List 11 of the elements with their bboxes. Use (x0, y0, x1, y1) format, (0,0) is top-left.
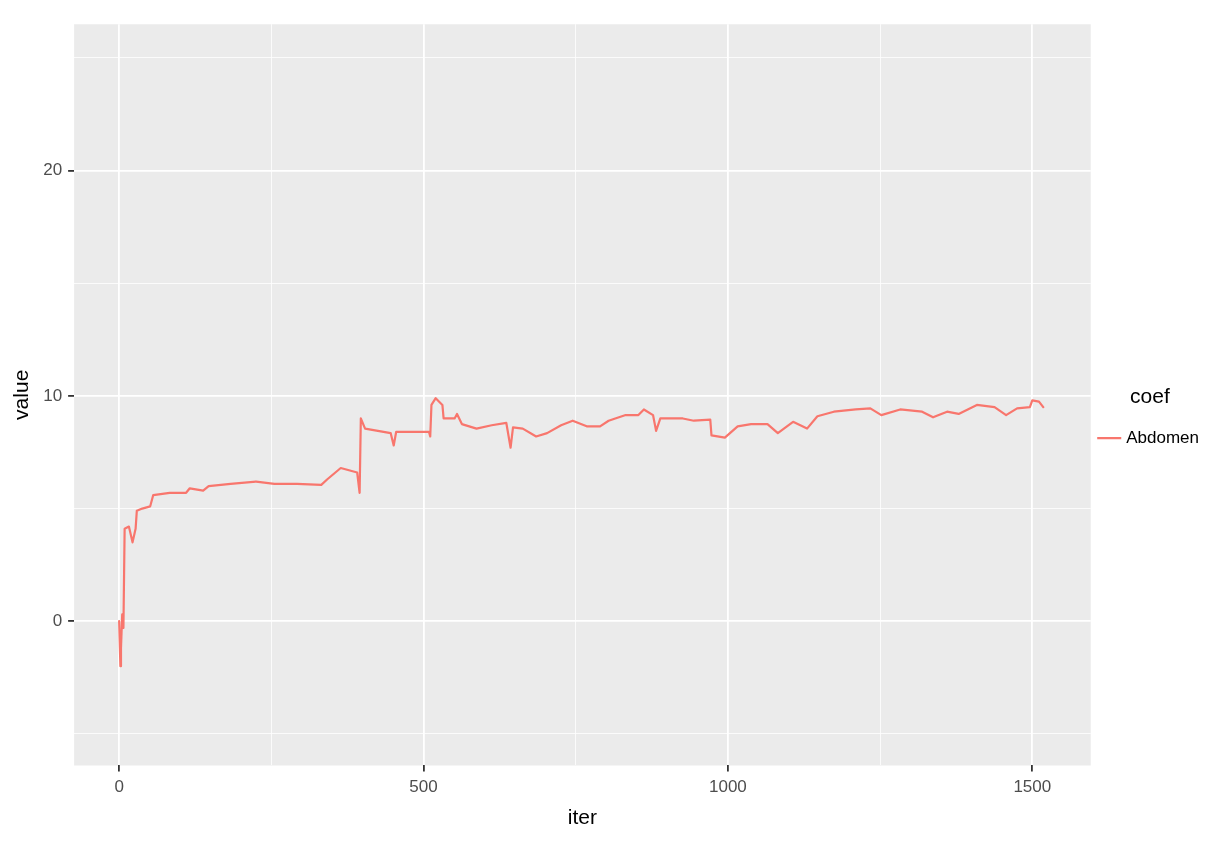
y-tick-label: 10 (43, 385, 63, 405)
y-tick-label: 0 (52, 610, 63, 630)
x-tick-label: 1000 (709, 777, 747, 797)
x-tick-label: 0 (114, 777, 124, 797)
x-axis-title: iter (567, 805, 598, 829)
legend-label: Abdomen (1126, 427, 1200, 447)
y-axis-title: value (9, 369, 33, 420)
x-tick-label: 1500 (1013, 777, 1052, 797)
x-tick-label: 500 (409, 777, 438, 797)
y-tick-label: 20 (43, 160, 63, 180)
legend-title: coef (1130, 383, 1170, 407)
